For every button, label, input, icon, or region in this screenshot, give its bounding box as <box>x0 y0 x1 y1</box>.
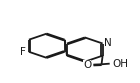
Text: F: F <box>20 47 26 57</box>
Text: OH: OH <box>113 59 129 69</box>
Text: O: O <box>83 60 91 70</box>
Text: N: N <box>104 38 112 48</box>
